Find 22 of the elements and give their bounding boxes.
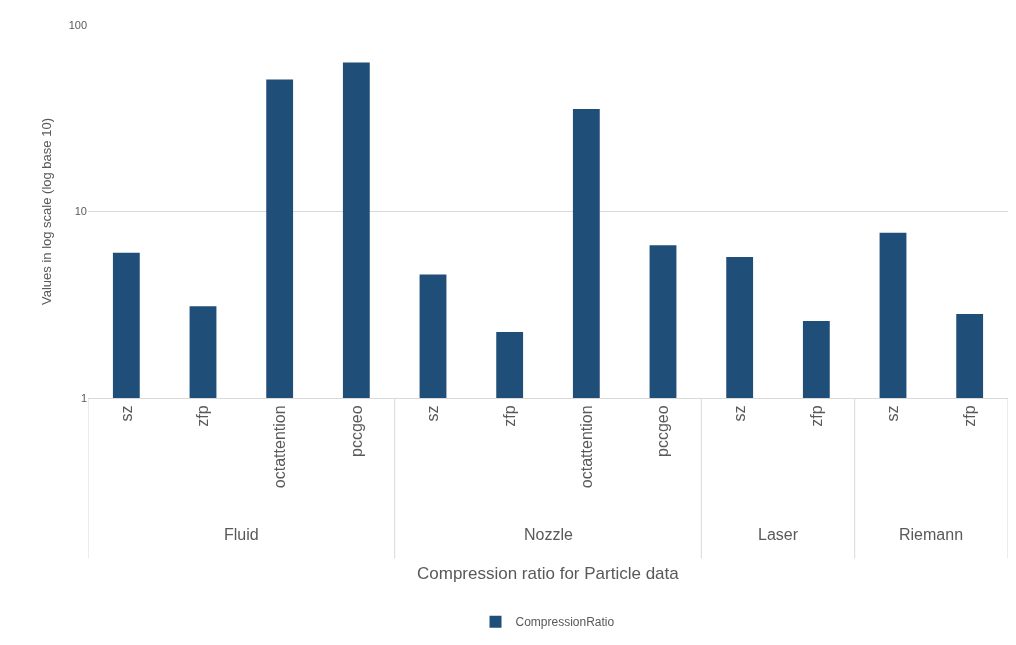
x-tick-label: sz xyxy=(117,405,135,422)
y-tick-label: 10 xyxy=(74,205,87,218)
x-tick-label: zfp xyxy=(807,405,825,427)
text: Riemann xyxy=(899,526,964,543)
x-tick-label: zfp xyxy=(194,405,212,427)
x-tick-label: pccgeo xyxy=(347,405,365,457)
legend-label: CompressionRatio xyxy=(515,615,615,630)
x-tick-label: sz xyxy=(424,405,442,422)
x-tick-label: sz xyxy=(884,405,902,422)
x-tick-label: zfp xyxy=(960,405,978,427)
x-tick-label: zfp xyxy=(500,405,518,427)
x-tick-label: sz xyxy=(730,405,748,422)
x-tick-label: octattention xyxy=(270,405,288,489)
x-tick-label: pccgeo xyxy=(654,405,672,457)
text: Nozzle xyxy=(524,526,574,543)
x-axis-title: Compression ratio for Particle data xyxy=(417,564,680,583)
y-tick-label: 100 xyxy=(68,18,87,31)
y-axis-title: Values in log scale (log base 10) xyxy=(38,118,54,305)
text: Fluid xyxy=(224,526,259,543)
text: Laser xyxy=(758,526,799,543)
x-tick-label: octattention xyxy=(577,405,595,489)
y-tick-label: 1 xyxy=(80,391,87,404)
